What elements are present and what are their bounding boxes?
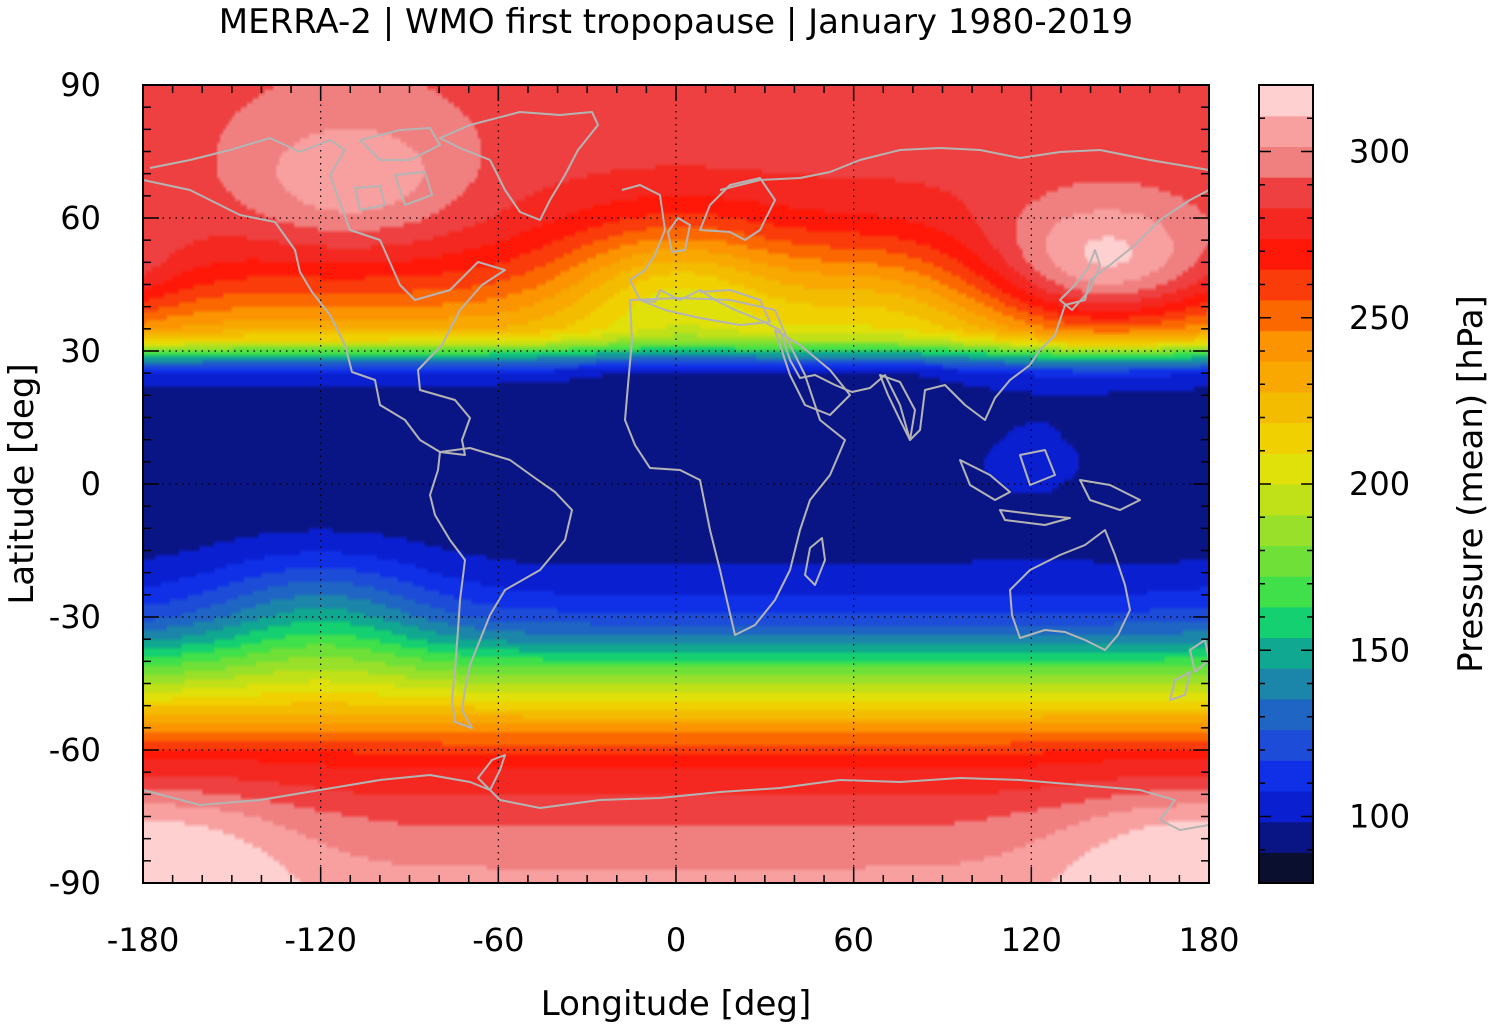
grid-lines [143, 85, 1209, 883]
coastline-australia [1009, 529, 1131, 651]
x-tick-label: -180 [107, 921, 180, 959]
y-tick-label: -60 [49, 731, 101, 769]
colorbar-swatch [1259, 821, 1313, 853]
coastline-indonesia [959, 449, 1141, 526]
colorbar-swatch [1259, 115, 1313, 147]
colorbar-tick-label: 100 [1349, 798, 1410, 836]
y-tick-label: -90 [49, 864, 101, 902]
colorbar-swatch [1259, 606, 1313, 639]
colorbar-swatch [1259, 391, 1313, 424]
colorbar-swatch [1259, 514, 1313, 546]
coastline-canadian-islands [354, 127, 441, 211]
colorbar-swatch [1259, 668, 1313, 700]
x-tick-label: 180 [1178, 921, 1239, 959]
colorbar-swatch [1259, 790, 1313, 823]
x-tick-label: -120 [284, 921, 357, 959]
x-tick-label: 0 [666, 921, 686, 959]
coastline-arabia [774, 329, 851, 416]
colorbar-ticks: 300 250 200 150 100 [1259, 117, 1410, 851]
colorbar [1258, 84, 1314, 884]
colorbar-tick-label: 300 [1349, 133, 1410, 171]
x-axis-label: Longitude [deg] [541, 984, 812, 1024]
coastline-madagascar [804, 537, 826, 586]
y-tick-label: -30 [49, 598, 101, 636]
colorbar-swatch [1259, 698, 1313, 731]
chart-title: MERRA-2 | WMO first tropopause | January… [219, 2, 1133, 42]
colorbar-swatch [1259, 85, 1313, 117]
colorbar-tick-label: 250 [1349, 299, 1410, 337]
coastline-mediterranean [639, 289, 771, 326]
coastline-new-zealand [1169, 639, 1209, 701]
coastline-greenland [439, 111, 599, 221]
colorbar-swatch [1259, 422, 1313, 454]
colorbar-swatch [1259, 207, 1313, 240]
coastline-outlines [143, 111, 1209, 831]
colorbar-swatch [1259, 238, 1313, 270]
coastline-arctic-eurasia [719, 147, 1209, 191]
colorbar-tick-label: 150 [1349, 631, 1410, 669]
colorbar-swatch [1259, 729, 1313, 761]
y-tick-label: 30 [60, 332, 101, 370]
colorbar-swatch [1259, 330, 1313, 362]
colorbar-swatch [1259, 453, 1313, 485]
colorbar-swatch [1259, 484, 1313, 516]
coastline-africa [624, 297, 846, 636]
coastline-scandinavia [699, 177, 776, 241]
colorbar-swatch [1259, 760, 1313, 792]
colorbar-tick-label: 200 [1349, 465, 1410, 503]
x-tick-label: 60 [833, 921, 874, 959]
x-tick-label: -60 [472, 921, 524, 959]
coastline-south-america [429, 447, 573, 729]
colorbar-label: Pressure (mean) [hPa] [1451, 295, 1491, 673]
colorbar-swatch [1259, 637, 1313, 669]
y-tick-label: 60 [60, 199, 101, 237]
coastline-north-america [143, 137, 506, 456]
colorbar-swatch [1259, 852, 1313, 884]
x-axis-ticks: -180 -120 -60 0 60 120 180 [107, 85, 1240, 959]
colorbar-swatch [1259, 545, 1313, 577]
colorbar-swatch [1259, 299, 1313, 332]
colorbar-swatch [1259, 177, 1313, 209]
coastline-japan [1059, 249, 1101, 311]
x-tick-label: 120 [1001, 921, 1062, 959]
y-tick-label: 0 [81, 465, 101, 503]
colorbar-swatch [1259, 269, 1313, 301]
coastline-antarctica [143, 754, 1209, 831]
y-axis-label: Latitude [deg] [2, 363, 42, 604]
coastline-british-isles [667, 217, 691, 253]
y-tick-label: 90 [60, 66, 101, 104]
colorbar-swatch [1259, 361, 1313, 393]
y-axis-ticks: 90 60 30 0 -30 -60 -90 [49, 66, 1209, 902]
colorbar-swatch [1259, 576, 1313, 608]
coastline-india [879, 374, 916, 441]
